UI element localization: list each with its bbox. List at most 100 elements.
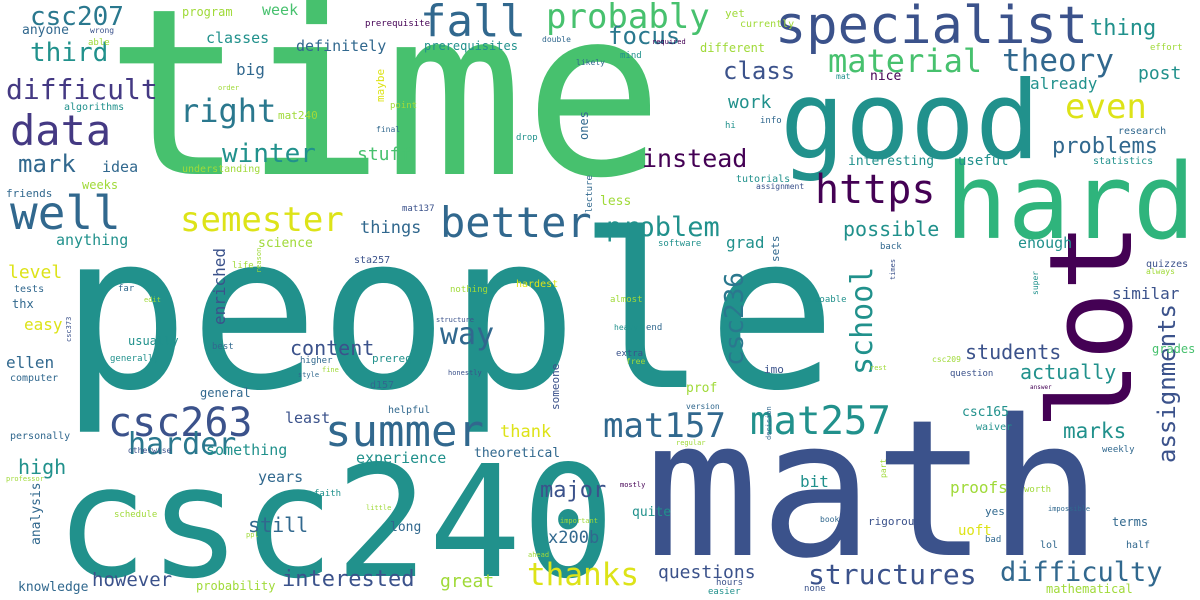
cloud-word: version [686, 402, 720, 411]
cloud-word: material [828, 42, 983, 80]
cloud-word: interested [282, 567, 415, 592]
cloud-word: super [1031, 270, 1040, 295]
cloud-word: weeks [82, 178, 119, 192]
cloud-word: students [965, 340, 1062, 364]
cloud-word: mat240 [278, 109, 318, 122]
cloud-word: proofs [950, 478, 1008, 497]
cloud-word: required [652, 38, 686, 46]
cloud-word: reason [255, 247, 263, 273]
cloud-word: otherwise [128, 446, 172, 455]
cloud-word: ppl [246, 531, 259, 539]
cloud-word: free [626, 357, 646, 366]
cloud-word: different [700, 41, 766, 55]
cloud-word: stuff [357, 144, 412, 165]
cloud-word: imo [764, 363, 784, 376]
cloud-word: usually [128, 334, 179, 348]
cloud-word: rest [870, 364, 887, 372]
cloud-word: yes [985, 505, 1005, 518]
cloud-word: easier [708, 587, 741, 597]
cloud-word: questions [658, 562, 756, 583]
cloud-word: ellen [6, 353, 55, 372]
cloud-word: hi [725, 121, 736, 131]
cloud-word: answer [1030, 384, 1052, 391]
cloud-word: friends [6, 187, 53, 200]
cloud-word: analysis [29, 482, 44, 545]
cloud-word: well [10, 186, 121, 240]
cloud-word: knowledge [18, 580, 89, 595]
cloud-word: difficult [6, 73, 158, 106]
cloud-word: edit [144, 296, 161, 304]
cloud-word: csc207 [30, 2, 124, 32]
cloud-word: difficulty [1000, 557, 1163, 588]
cloud-word: honestly [448, 369, 482, 377]
cloud-word: csc165 [962, 405, 1009, 420]
cloud-word: mat [836, 72, 851, 81]
cloud-word: marks [1063, 419, 1127, 443]
cloud-word: structures [808, 558, 977, 591]
cloud-word: order [218, 84, 240, 92]
cloud-word: book [820, 515, 840, 524]
cloud-word: style [298, 371, 320, 379]
cloud-word: theory [1002, 43, 1114, 79]
cloud-word: mat137 [402, 204, 435, 214]
cloud-word: people [60, 187, 837, 438]
cloud-word: enriched [210, 247, 229, 325]
cloud-word: decision [765, 406, 773, 440]
cloud-word: lot [1025, 222, 1159, 430]
cloud-word: however [92, 569, 173, 591]
cloud-word: yet [725, 7, 745, 20]
cloud-word: double [542, 35, 571, 44]
cloud-word: half [1126, 540, 1151, 551]
cloud-word: hours [716, 578, 744, 588]
cloud-word: back [880, 242, 902, 252]
cloud-word: long [390, 520, 422, 535]
cloud-word: mat257 [750, 399, 891, 444]
cloud-word: specialist [775, 0, 1089, 56]
cloud-word: big [236, 60, 265, 79]
cloud-word: statistics [1093, 156, 1154, 167]
cloud-word: even [1065, 87, 1147, 127]
cloud-word: class [723, 57, 796, 85]
cloud-word: post [1138, 63, 1182, 84]
cloud-word: x200b [548, 528, 600, 548]
cloud-word: high [18, 455, 67, 479]
cloud-word: generally [110, 354, 159, 364]
cloud-word: assignments [1153, 304, 1181, 463]
cloud-word: math [645, 379, 1103, 600]
cloud-word: understanding [182, 164, 261, 175]
cloud-word: csc240 [55, 432, 615, 600]
cloud-word: actually [1020, 360, 1117, 384]
cloud-word: data [10, 106, 112, 155]
cloud-word: schedule [114, 510, 158, 520]
cloud-word: still [248, 513, 309, 537]
cloud-word: already [1030, 74, 1098, 93]
cloud-word: computer [10, 373, 59, 384]
cloud-word: general [200, 386, 251, 400]
cloud-word: someone [549, 363, 562, 410]
cloud-word: mind [620, 51, 642, 61]
cloud-word: impossible [1048, 505, 1091, 513]
cloud-word: level [8, 262, 63, 283]
cloud-word: prof [686, 381, 718, 396]
cloud-word: personally [10, 431, 71, 442]
cloud-word: right [180, 92, 277, 130]
cloud-word: csc236 [720, 272, 750, 366]
cloud-word: maybe [374, 68, 387, 102]
cloud-word: quite [632, 505, 672, 520]
cloud-word: thanks [527, 557, 639, 593]
cloud-word: doable [814, 295, 847, 305]
cloud-word: drop [516, 133, 538, 143]
cloud-word: ahead [528, 551, 550, 559]
cloud-word: lecture [585, 175, 595, 213]
cloud-word: least [285, 409, 331, 427]
cloud-word: question [950, 369, 994, 379]
cloud-word: thing [1090, 16, 1157, 41]
cloud-word: things [360, 218, 422, 238]
cloud-word: focus [608, 22, 681, 50]
cloud-word: theoretical [474, 446, 561, 461]
cloud-word: final [376, 125, 401, 134]
cloud-word: time [105, 0, 664, 229]
cloud-word: hard [945, 141, 1196, 263]
cloud-word: times [889, 258, 897, 280]
cloud-word: far [118, 284, 135, 294]
